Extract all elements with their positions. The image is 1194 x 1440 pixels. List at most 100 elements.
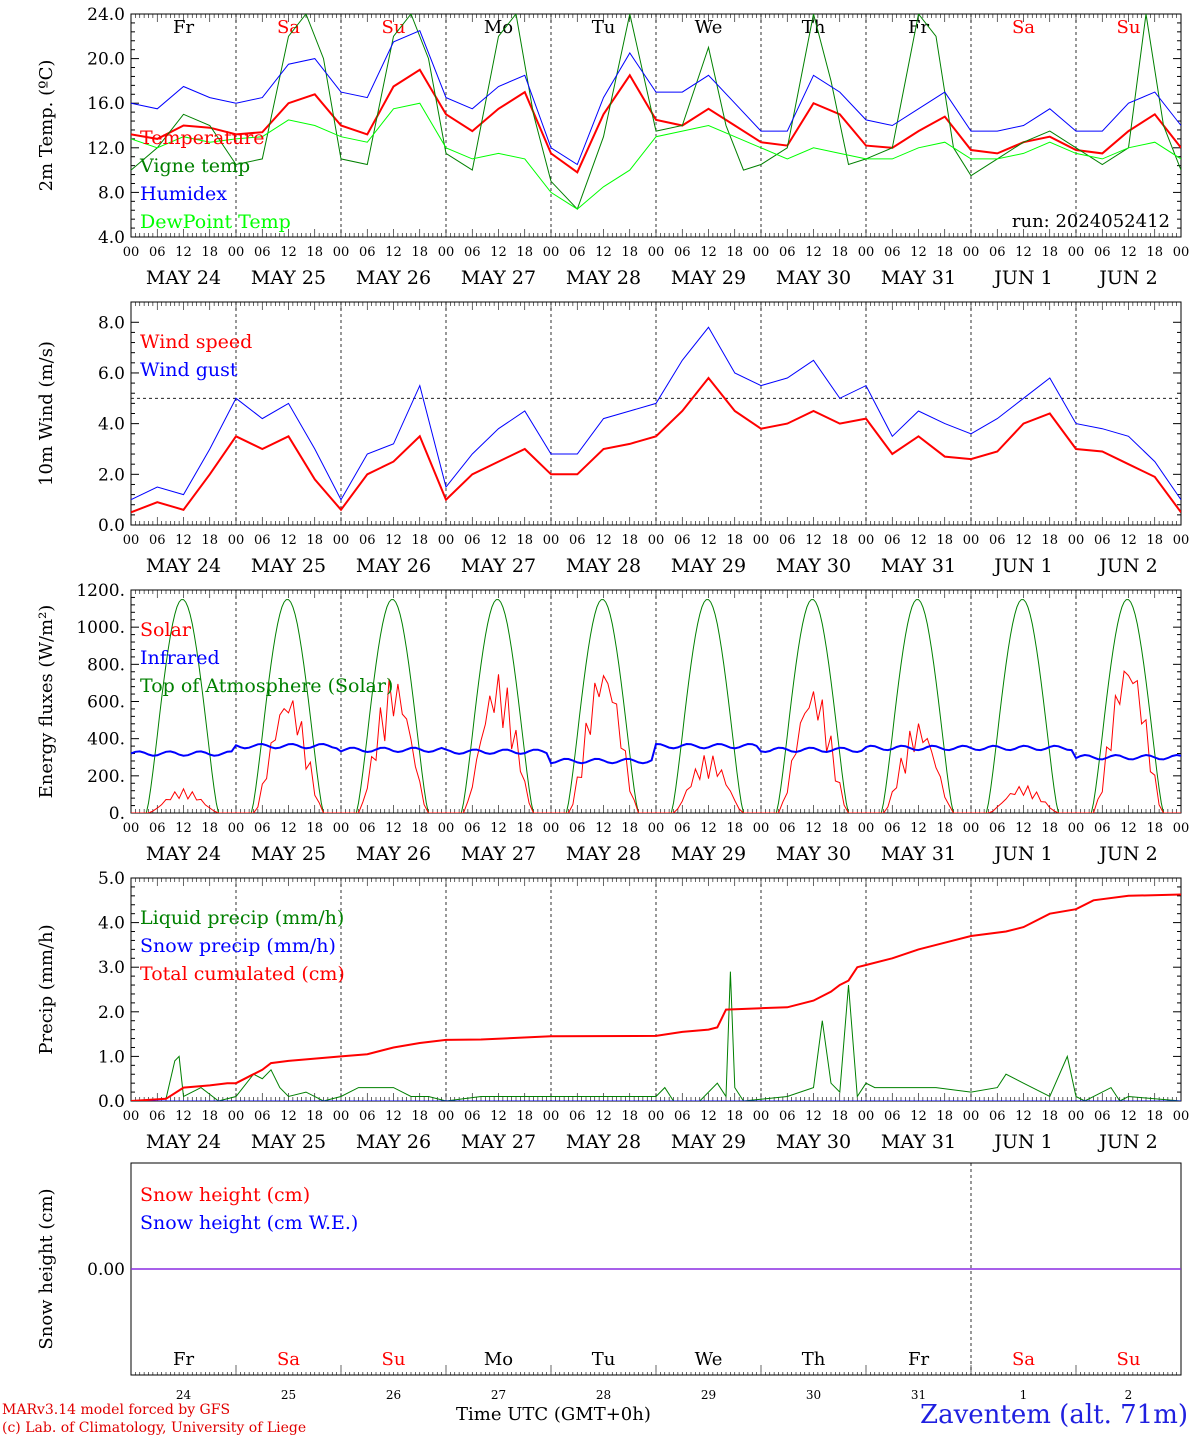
x-hour-label: 00 xyxy=(963,245,980,260)
x-hour-label: 00 xyxy=(1173,821,1190,836)
x-hour-label: 06 xyxy=(464,1109,481,1124)
legend-entry: Snow precip (mm/h) xyxy=(140,935,336,957)
x-hour-label: 06 xyxy=(149,1109,166,1124)
x-hour-label: 00 xyxy=(1173,533,1190,548)
x-hour-label: 12 xyxy=(385,533,402,548)
x-hour-label: 18 xyxy=(201,821,218,836)
x-hour-label: 12 xyxy=(700,533,717,548)
y-tick-label: 2.0 xyxy=(98,1003,125,1023)
y-tick-label: 8.0 xyxy=(98,183,125,203)
x-hour-label: 06 xyxy=(779,821,796,836)
panel-snow: 0.00 Snow height (cm) Fr Sa Su Mo Tu We Th Fr Sa Su… xyxy=(36,1162,1182,1402)
weekday-label: Sa xyxy=(277,17,300,38)
x-hour-label: 12 xyxy=(280,1109,297,1124)
weekday-label: Fr xyxy=(173,17,194,38)
x-hour-label: 00 xyxy=(753,533,770,548)
y-tick-label: 20.0 xyxy=(87,50,125,70)
legend-entry: DewPoint Temp xyxy=(140,211,291,233)
x-hour-label: 06 xyxy=(359,821,376,836)
x-hour-label: 00 xyxy=(438,821,455,836)
x-day-label: MAY 27 xyxy=(461,267,536,289)
x-hour-label: 18 xyxy=(411,533,428,548)
x-hour-label: 00 xyxy=(1068,821,1085,836)
x-day-label: MAY 31 xyxy=(881,555,956,577)
x-hour-label: 18 xyxy=(201,245,218,260)
legend-entry: Liquid precip (mm/h) xyxy=(140,907,344,929)
x-hour-label: 12 xyxy=(1120,1109,1137,1124)
weekday-label: Tu xyxy=(592,1349,616,1370)
x-hour-label: 18 xyxy=(726,1109,743,1124)
x-hour-label: 18 xyxy=(411,245,428,260)
x-hour-label: 06 xyxy=(884,245,901,260)
x-hour-label: 12 xyxy=(805,1109,822,1124)
x-hour-label: 06 xyxy=(254,821,271,836)
y-tick-label: 0.0 xyxy=(98,516,125,536)
x-day-label: MAY 29 xyxy=(671,843,746,865)
day-number-label: 29 xyxy=(701,1388,716,1402)
x-hour-label: 18 xyxy=(831,821,848,836)
panel-frame xyxy=(130,589,1182,814)
x-hour-label: 18 xyxy=(411,1109,428,1124)
x-hour-label: 12 xyxy=(490,1109,507,1124)
x-hour-label: 06 xyxy=(359,245,376,260)
x-hour-label: 06 xyxy=(464,245,481,260)
x-hour-label: 18 xyxy=(831,533,848,548)
x-hour-label: 12 xyxy=(175,533,192,548)
x-hour-label: 00 xyxy=(1173,245,1190,260)
panel-energy: 0. 200. 400. 600. 800. 1000. 1200. Energy fluxe… xyxy=(36,581,1189,865)
x-hour-label: 00 xyxy=(228,245,245,260)
y-tick-label: 4.0 xyxy=(98,228,125,248)
x-hour-label: 12 xyxy=(700,245,717,260)
x-hour-label: 06 xyxy=(1094,533,1111,548)
x-hour-label: 18 xyxy=(1041,245,1058,260)
x-hour-label: 00 xyxy=(333,533,350,548)
run-label: run: 2024052412 xyxy=(1012,211,1170,232)
x-hour-label: 18 xyxy=(516,245,533,260)
x-hour-label: 00 xyxy=(123,1109,140,1124)
x-hour-label: 18 xyxy=(306,1109,323,1124)
x-day-label: JUN 1 xyxy=(992,555,1052,577)
x-hour-label: 12 xyxy=(910,821,927,836)
weekday-label: Su xyxy=(1117,1349,1141,1370)
x-hour-label: 12 xyxy=(595,533,612,548)
y-tick-label: 600. xyxy=(87,693,125,713)
x-hour-label: 12 xyxy=(700,821,717,836)
day-number-label: 1 xyxy=(1020,1388,1028,1402)
x-hour-label: 12 xyxy=(1120,245,1137,260)
x-hour-label: 00 xyxy=(858,533,875,548)
x-day-label: MAY 24 xyxy=(146,843,221,865)
x-hour-label: 00 xyxy=(228,533,245,548)
x-day-label: JUN 2 xyxy=(1097,267,1157,289)
day-number-label: 27 xyxy=(491,1388,506,1402)
x-hour-label: 06 xyxy=(674,821,691,836)
x-day-label: MAY 28 xyxy=(566,843,641,865)
weekday-label: Th xyxy=(802,17,826,38)
x-hour-label: 12 xyxy=(1015,821,1032,836)
x-hour-label: 12 xyxy=(910,245,927,260)
series-solar xyxy=(131,670,1181,813)
weekday-label: Mo xyxy=(484,17,513,38)
x-hour-label: 12 xyxy=(910,1109,927,1124)
x-hour-label: 00 xyxy=(858,1109,875,1124)
x-hour-label: 12 xyxy=(595,821,612,836)
x-day-label: MAY 25 xyxy=(251,555,326,577)
x-hour-label: 06 xyxy=(359,533,376,548)
x-hour-label: 18 xyxy=(201,533,218,548)
x-hour-label: 00 xyxy=(648,533,665,548)
y-tick-label: 800. xyxy=(87,655,125,675)
weekday-label: Sa xyxy=(1012,17,1035,38)
x-hour-label: 06 xyxy=(989,1109,1006,1124)
x-hour-label: 06 xyxy=(674,1109,691,1124)
x-hour-label: 12 xyxy=(490,245,507,260)
x-day-label: MAY 27 xyxy=(461,555,536,577)
x-day-label: MAY 27 xyxy=(461,843,536,865)
y-axis-label: 10m Wind (m/s) xyxy=(36,341,57,486)
x-hour-label: 12 xyxy=(1015,533,1032,548)
x-day-label: JUN 2 xyxy=(1097,1131,1157,1153)
y-tick-label: 24.0 xyxy=(87,5,125,25)
series-infrared xyxy=(131,742,1181,765)
x-hour-label: 18 xyxy=(726,821,743,836)
weekday-label: We xyxy=(695,1349,723,1370)
x-hour-label: 18 xyxy=(936,245,953,260)
x-hour-label: 06 xyxy=(884,821,901,836)
